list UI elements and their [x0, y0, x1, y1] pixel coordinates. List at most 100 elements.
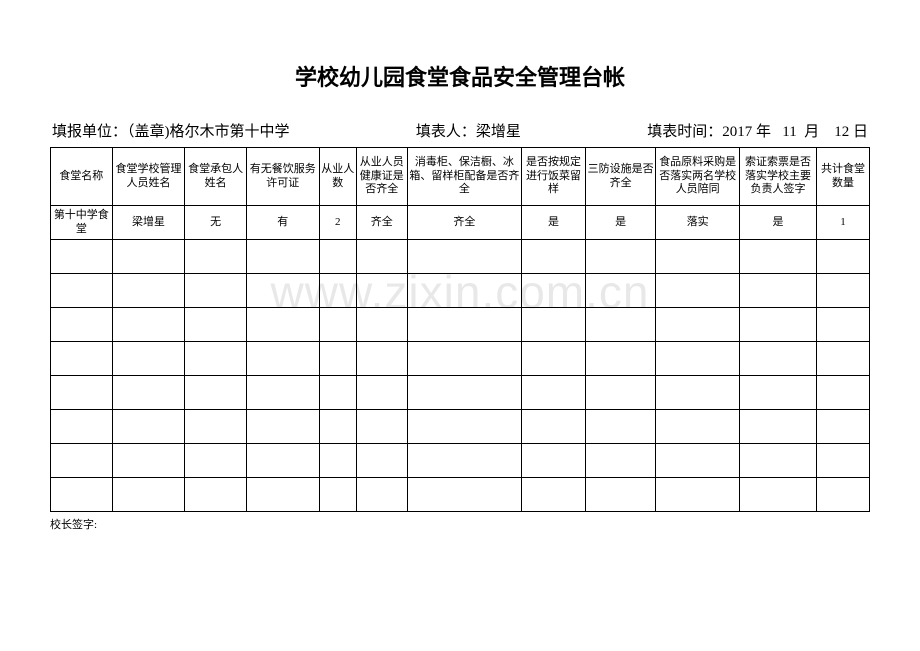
table-header-cell: 有无餐饮服务许可证 [246, 148, 319, 206]
table-cell [112, 342, 185, 376]
table-header-row: 食堂名称食堂学校管理人员姓名食堂承包人姓名有无餐饮服务许可证从业人数从业人员健康… [51, 148, 870, 206]
table-header-cell: 从业人员健康证是否齐全 [356, 148, 407, 206]
table-cell [740, 308, 817, 342]
table-cell [656, 444, 740, 478]
table-cell [740, 274, 817, 308]
table-cell [817, 376, 870, 410]
table-header-cell: 从业人数 [319, 148, 356, 206]
table-cell [319, 410, 356, 444]
table-cell [656, 376, 740, 410]
principal-sign: 校长签字: [50, 516, 870, 532]
table-cell [51, 342, 113, 376]
table-cell [740, 240, 817, 274]
table-header-cell: 消毒柜、保洁橱、冰箱、留样柜配备是否齐全 [407, 148, 521, 206]
table-row [51, 308, 870, 342]
table-cell [407, 308, 521, 342]
table-cell [112, 410, 185, 444]
table-cell: 是 [585, 206, 655, 240]
table-cell [246, 274, 319, 308]
table-row [51, 444, 870, 478]
table-cell [185, 240, 247, 274]
table-cell [817, 478, 870, 512]
table-cell [185, 444, 247, 478]
table-cell [356, 308, 407, 342]
unit-label: 填报单位：（盖章)格尔木市第十中学 [52, 120, 290, 141]
table-cell [319, 274, 356, 308]
table-cell [112, 240, 185, 274]
table-cell [407, 410, 521, 444]
table-cell [740, 342, 817, 376]
table-cell: 2 [319, 206, 356, 240]
table-cell [246, 240, 319, 274]
doc-title: 学校幼儿园食堂食品安全管理台帐 [50, 60, 870, 92]
table-cell [112, 478, 185, 512]
table-cell [112, 376, 185, 410]
table-cell [185, 342, 247, 376]
table-cell [51, 308, 113, 342]
table-cell [522, 376, 586, 410]
table-cell [522, 478, 586, 512]
table-cell [407, 240, 521, 274]
table-cell [407, 342, 521, 376]
table-cell [356, 376, 407, 410]
table-cell [407, 444, 521, 478]
table-cell: 有 [246, 206, 319, 240]
table-cell: 齐全 [407, 206, 521, 240]
table-cell [522, 274, 586, 308]
table-cell [817, 342, 870, 376]
table-cell: 是 [522, 206, 586, 240]
table-cell [185, 376, 247, 410]
table-cell [585, 240, 655, 274]
table-cell [817, 240, 870, 274]
table-row [51, 240, 870, 274]
table-cell [817, 308, 870, 342]
table-cell [51, 444, 113, 478]
table-cell [356, 444, 407, 478]
table-row [51, 478, 870, 512]
table-cell [51, 410, 113, 444]
table-cell [356, 478, 407, 512]
table-cell [407, 274, 521, 308]
table-cell [817, 274, 870, 308]
info-row: 填报单位：（盖章)格尔木市第十中学 填表人：梁增星 填表时间：2017 年 11… [50, 120, 870, 141]
table-row [51, 376, 870, 410]
table-header-cell: 共计食堂数量 [817, 148, 870, 206]
table-cell [656, 342, 740, 376]
table-cell: 第十中学食堂 [51, 206, 113, 240]
table-cell: 无 [185, 206, 247, 240]
table-cell [112, 444, 185, 478]
table-cell [740, 410, 817, 444]
table-cell [356, 342, 407, 376]
table-cell [656, 240, 740, 274]
ledger-table: 食堂名称食堂学校管理人员姓名食堂承包人姓名有无餐饮服务许可证从业人数从业人员健康… [50, 147, 870, 512]
table-cell [585, 410, 655, 444]
table-cell [656, 308, 740, 342]
table-cell [246, 410, 319, 444]
table-header-cell: 食堂承包人姓名 [185, 148, 247, 206]
table-header-cell: 食堂学校管理人员姓名 [112, 148, 185, 206]
table-cell [817, 444, 870, 478]
table-cell [356, 274, 407, 308]
table-cell [112, 274, 185, 308]
table-cell [51, 274, 113, 308]
table-cell [740, 376, 817, 410]
table-cell [51, 478, 113, 512]
table-cell [185, 410, 247, 444]
table-cell [585, 444, 655, 478]
filler-label: 填表人：梁增星 [416, 120, 521, 141]
table-cell [585, 478, 655, 512]
table-cell [112, 308, 185, 342]
table-cell [585, 274, 655, 308]
table-cell [522, 342, 586, 376]
table-cell [656, 410, 740, 444]
table-header-cell: 食品原料采购是否落实两名学校人员陪同 [656, 148, 740, 206]
table-cell [246, 376, 319, 410]
table-cell [246, 444, 319, 478]
table-cell [585, 342, 655, 376]
table-cell [246, 478, 319, 512]
table-cell: 梁增星 [112, 206, 185, 240]
table-cell [319, 240, 356, 274]
date-label: 填表时间：2017 年 11 月 12 日 [647, 120, 868, 141]
table-cell [319, 444, 356, 478]
table-cell [185, 308, 247, 342]
